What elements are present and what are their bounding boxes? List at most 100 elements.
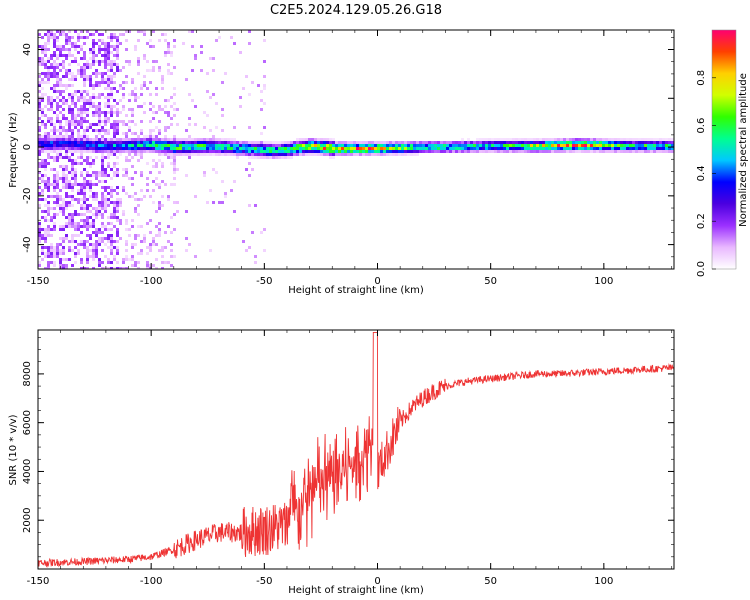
spectrogram-cell <box>89 138 92 141</box>
spectrogram-cell <box>500 141 503 144</box>
spectrogram-cell <box>47 210 50 213</box>
spectrogram-cell <box>230 147 233 150</box>
spectrogram-cell <box>89 63 92 66</box>
spectrogram-cell <box>80 240 83 243</box>
spectrogram-cell <box>50 108 53 111</box>
spectrogram-cell <box>200 144 203 147</box>
spectrogram-cell <box>56 159 59 162</box>
spectrogram-cell <box>41 60 44 63</box>
spectrogram-cell <box>167 111 170 114</box>
spectrogram-cell <box>533 138 536 141</box>
spectrogram-cell <box>56 156 59 159</box>
spectrogram-cell <box>53 138 56 141</box>
spectrogram-cell <box>323 147 326 150</box>
spectrogram-cell <box>44 60 47 63</box>
spectrogram-cell <box>47 144 50 147</box>
spectrogram-cell <box>56 48 59 51</box>
spectrogram-cell <box>113 33 116 36</box>
spectrogram-cell <box>245 150 248 153</box>
spectrogram-cell <box>89 174 92 177</box>
spectrogram-cell <box>572 150 575 153</box>
spectrogram-cell <box>194 141 197 144</box>
spectrogram-cell <box>116 54 119 57</box>
spectrogram-cell <box>254 261 257 264</box>
spectrogram-cell <box>113 171 116 174</box>
spectrogram-cell <box>527 147 530 150</box>
spectrogram-cell <box>143 30 146 33</box>
spectrogram-cell <box>89 189 92 192</box>
spectrogram-cell <box>62 174 65 177</box>
spectrogram-cell <box>512 141 515 144</box>
spectrogram-cell <box>209 141 212 144</box>
spectrogram-cell <box>581 141 584 144</box>
spectrogram-cell <box>86 252 89 255</box>
spectrogram-cell <box>143 33 146 36</box>
spectrogram-cell <box>95 129 98 132</box>
spectrogram-cell <box>203 153 206 156</box>
spectrogram-cell <box>53 72 56 75</box>
spectrogram-cell <box>71 102 74 105</box>
spectrogram-cell <box>467 141 470 144</box>
spectrogram-cell <box>131 108 134 111</box>
spectrogram-cell <box>44 267 47 269</box>
spectrogram-cell <box>53 174 56 177</box>
spectrogram-cell <box>134 153 137 156</box>
spectrogram-cell <box>83 213 86 216</box>
spectrogram-cell <box>56 144 59 147</box>
spectrogram-cell <box>452 144 455 147</box>
spectrogram-cell <box>155 258 158 261</box>
spectrogram-cell <box>116 90 119 93</box>
spectrogram-cell <box>92 84 95 87</box>
spectrogram-cell <box>137 141 140 144</box>
spectrogram-cell <box>254 156 257 159</box>
spectrogram-cell <box>80 156 83 159</box>
spectrogram-cell <box>110 261 113 264</box>
spectrogram-cell <box>83 168 86 171</box>
spectrogram-cell <box>119 120 122 123</box>
spectrogram-cell <box>77 129 80 132</box>
spectrogram-cell <box>170 123 173 126</box>
spectrogram-cell <box>38 198 41 201</box>
spectrogram-cell <box>101 147 104 150</box>
spectrogram-cell <box>224 150 227 153</box>
spectrogram-cell <box>74 210 77 213</box>
spectrogram-cell <box>59 144 62 147</box>
spectrogram-cell <box>332 144 335 147</box>
spectrogram-cell <box>428 147 431 150</box>
spectrogram-cell <box>293 150 296 153</box>
colorbar-tick-label: 0.6 <box>696 118 707 134</box>
spectrogram-cell <box>80 117 83 120</box>
spectrogram-cell <box>287 141 290 144</box>
spectrogram-cell <box>281 144 284 147</box>
spectrogram-cell <box>494 147 497 150</box>
spectrogram-cell <box>98 213 101 216</box>
spectrogram-cell <box>65 237 68 240</box>
spectrogram-cell <box>329 138 332 141</box>
y-tick-label: -20 <box>22 188 33 204</box>
spectrogram-cell <box>44 174 47 177</box>
spectrogram-cell <box>329 147 332 150</box>
spectrogram-cell <box>86 183 89 186</box>
spectrogram-cell <box>74 57 77 60</box>
spectrogram-cell <box>47 66 50 69</box>
spectrogram-cell <box>296 138 299 141</box>
spectrogram-cell <box>110 114 113 117</box>
spectrogram-cell <box>122 123 125 126</box>
spectrogram-cell <box>185 174 188 177</box>
spectrogram-cell <box>662 144 665 147</box>
spectrogram-cell <box>107 144 110 147</box>
spectrogram-cell <box>80 114 83 117</box>
spectrogram-cell <box>155 234 158 237</box>
spectrogram-cell <box>86 144 89 147</box>
spectrogram-cell <box>182 138 185 141</box>
spectrogram-cell <box>95 231 98 234</box>
spectrogram-cell <box>215 150 218 153</box>
spectrogram-cell <box>380 150 383 153</box>
spectrogram-cell <box>89 255 92 258</box>
spectrogram-cell <box>104 60 107 63</box>
spectrogram-cell <box>203 144 206 147</box>
spectrogram-cell <box>104 81 107 84</box>
spectrogram-cell <box>83 75 86 78</box>
spectrogram-cell <box>359 153 362 156</box>
